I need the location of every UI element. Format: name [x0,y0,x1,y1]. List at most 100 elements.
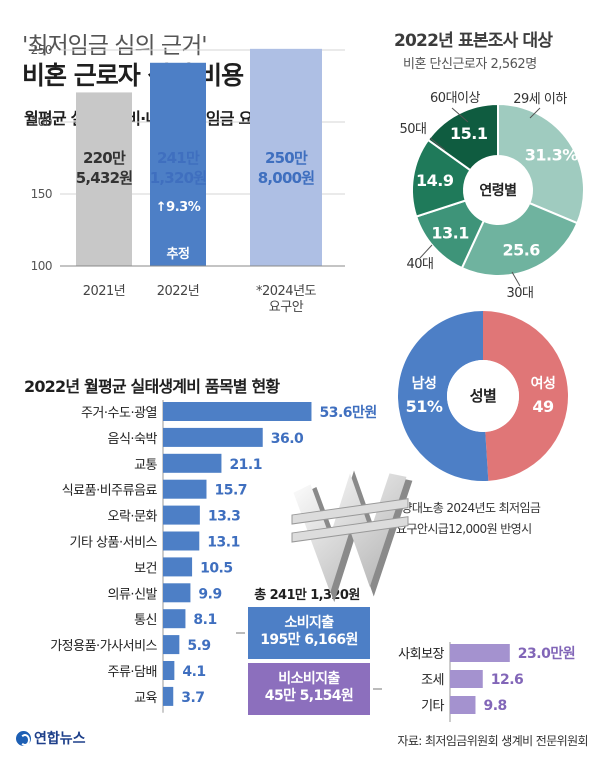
consumption-label: 소비지출 [284,615,334,631]
item-bar [163,635,180,655]
consumption-value: 195만 6,166원 [260,632,358,648]
gender-center-label: 성별 [470,387,497,405]
item-category-label: 오락·문화 [108,510,158,525]
item-category-label: 보건 [134,561,157,576]
item-category-label: 기타 상품·서비스 [70,536,158,551]
age-slice [426,102,499,172]
item-bar [163,427,263,447]
age-value-label: 13.1 [431,223,469,242]
age-value-label: 31.3% [525,146,578,165]
item-bar [163,661,175,680]
non-consumption-bar [450,696,476,714]
non-consumption-category-label: 기타 [421,699,444,714]
item-category-label: 통신 [134,613,157,628]
survey-subtitle: 비혼 단신근로자 2,562명 [403,57,537,72]
gender-female-value: 49 [532,397,554,416]
item-bar [163,531,200,551]
growth-annotation: ↑9.3% [156,200,201,215]
footnote-line-1: *양대노총 2024년도 최저임금 [396,501,541,515]
item-category-label: 의류·신발 [108,587,158,602]
age-value-label: 25.6 [502,241,540,260]
source-note: 자료: 최저임금위원회 생계비 전문위원회 [397,734,588,748]
non-consumption-category-label: 조세 [421,673,444,688]
age-center-label: 연령별 [479,182,516,199]
item-category-label: 교통 [134,458,157,473]
footnote-line-2: 요구안시급12,000원 반영시 [396,522,532,536]
x-tick-label: 2022년 [157,284,200,299]
item-category-label: 음식·숙박 [108,432,158,447]
item-bar [163,402,312,421]
non-consumption-box: 비소비지출 45만 5,154원 [248,663,370,715]
item-bar [163,479,207,499]
item-value-label: 15.7 [214,483,247,499]
item-value-label: 3.7 [181,690,204,706]
age-category-label: 50대 [399,122,426,137]
item-value-label: 53.6만원 [319,405,376,421]
item-value-label: 21.1 [229,457,262,473]
item-bar [163,557,193,577]
item-bar [163,686,174,706]
age-value-label: 14.9 [416,171,454,190]
won-symbol-icon [291,470,413,603]
non-consumption-bar [450,670,483,688]
non-consumption-value-label: 12.6 [491,672,524,688]
y-tick-label: 100 [31,259,52,273]
logo-text: 연합뉴스 [34,731,86,747]
publisher-logo: 연합뉴스 [16,728,86,748]
comparison-bar [250,48,322,267]
item-bar [163,609,186,629]
age-slice [497,102,585,225]
item-value-label: 36.0 [271,431,304,447]
bar-value-label: 5,432원 [76,169,132,187]
gender-donut-hole [447,360,519,432]
item-value-label: 13.1 [207,535,240,551]
estimate-annotation: 추정 [167,246,190,262]
age-leader-line [451,107,469,123]
age-leader-line [429,137,446,151]
item-value-label: 13.3 [208,509,241,525]
item-value-label: 5.9 [187,638,210,654]
logo-mark-icon [16,730,31,746]
non-consumption-value-label: 23.0만원 [518,646,575,662]
gender-male-label: 남성 [412,375,437,392]
item-value-label: 10.5 [200,560,233,576]
non-consumption-bar [450,644,510,662]
bar-value-label: 250만 [265,149,308,167]
y-tick-label: 250 [31,43,52,57]
y-tick-label: 150 [31,187,52,201]
item-category-label: 주거·수도·광열 [81,406,157,421]
age-donut-hole [466,158,530,222]
kicker-text: '최저임금 심의 근거' [22,33,208,59]
bar-value-label: 241만 [157,149,200,167]
item-bar [163,583,191,603]
age-slice [460,201,579,277]
item-category-label: 주류·담배 [108,665,157,680]
x-tick-label: 2021년 [83,284,126,299]
items-section-title: 2022년 월평균 실태생계비 품목별 현황 [24,377,280,396]
gender-female-label: 여성 [531,375,556,392]
survey-title: 2022년 표본조사 대상 [394,31,553,51]
item-value-label: 8.1 [193,612,216,628]
gender-male-value: 51% [406,397,443,416]
item-value-label: 4.1 [182,664,205,680]
item-category-label: 식료품·비주류음료 [62,484,158,499]
item-value-label: 9.9 [198,586,221,602]
non-consumption-value-label: 9.8 [483,698,506,714]
x-tick-label: 요구안 [269,300,304,315]
age-category-label: 40대 [406,257,433,272]
age-value-label: 15.1 [450,124,488,143]
non-consumption-label: 비소비지출 [278,671,340,687]
x-tick-label: *2024년도 [256,284,317,299]
age-category-label: 60대이상 [430,91,480,106]
item-bar [163,453,222,473]
comparison-bar [150,62,206,266]
y-tick-label: 200 [31,115,52,129]
gender-slice-male [398,311,489,482]
comparison-bar [76,92,132,267]
age-category-label: 29세 이하 [513,92,567,107]
age-category-label: 30대 [506,286,533,301]
item-category-label: 교육 [134,691,157,706]
gender-slice-female [483,311,569,481]
bar-value-label: 1,320원 [150,169,206,187]
